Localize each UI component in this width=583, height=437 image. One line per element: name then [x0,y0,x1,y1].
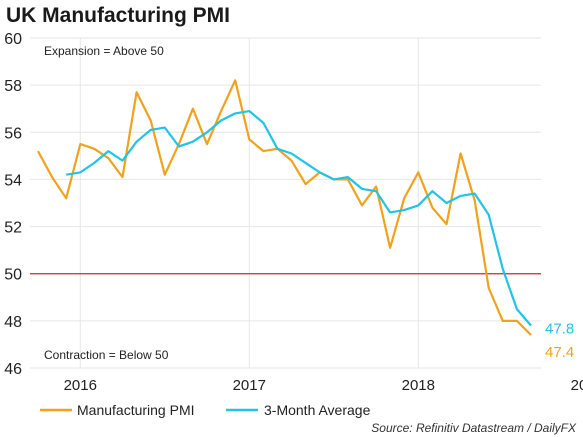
grid [30,37,541,369]
annotation-expansion: Expansion = Above 50 [44,44,164,58]
annotation-contraction: Contraction = Below 50 [44,348,169,362]
y-tick-label: 52 [4,220,22,237]
y-tick-label: 56 [4,125,22,142]
y-tick-label: 50 [4,267,22,284]
y-tick-label: 58 [4,78,22,95]
chart-title: UK Manufacturing PMI [6,4,230,27]
y-tick-label: 48 [4,314,22,331]
y-tick-label: 54 [4,172,22,189]
end-label-manufacturing-pmi: 47.4 [545,344,574,361]
legend: Manufacturing PMI 3-Month Average [40,402,371,418]
x-tick-label: 2017 [233,377,266,394]
x-tick-label: 2016 [64,377,97,394]
x-tick-label: 2019 [571,377,583,394]
source-note: Source: Refinitiv Datastream / DailyFX [371,421,577,435]
y-tick-label: 46 [4,361,22,378]
end-label-3-month-average: 47.8 [545,321,574,338]
series-line-3-month-average [66,110,532,327]
legend-label-manufacturing-pmi: Manufacturing PMI [77,402,195,418]
y-tick-label: 60 [4,31,22,48]
series-lines [37,79,532,336]
end-labels: 47.4 47.8 [545,321,574,361]
x-axis-ticks: 2016 2017 2018 2019 [64,377,583,394]
y-axis-ticks: 46 48 50 52 54 56 58 60 [4,31,22,378]
legend-label-3-month-average: 3-Month Average [264,402,371,418]
x-tick-label: 2018 [402,377,435,394]
series-line-manufacturing-pmi [37,79,532,336]
